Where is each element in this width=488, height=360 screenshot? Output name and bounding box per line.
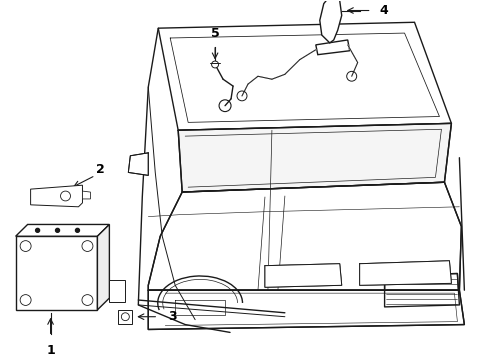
Text: 3: 3 [168,310,177,323]
Text: 4: 4 [379,4,387,17]
Polygon shape [315,40,349,55]
Circle shape [36,228,40,232]
Circle shape [56,228,60,232]
Polygon shape [178,123,450,192]
Bar [118,310,132,324]
Bar [109,280,125,302]
Polygon shape [148,182,461,290]
Polygon shape [128,153,148,175]
Polygon shape [97,224,109,310]
Text: 1: 1 [46,344,55,357]
Polygon shape [264,264,341,287]
Polygon shape [319,0,341,43]
Text: 5: 5 [210,27,219,40]
Circle shape [211,61,218,68]
Polygon shape [148,290,464,329]
Text: 2: 2 [96,163,104,176]
Polygon shape [384,274,458,307]
Polygon shape [82,191,90,199]
Polygon shape [158,22,450,130]
Bar [16,236,97,310]
Polygon shape [359,261,450,285]
Circle shape [75,228,80,232]
Polygon shape [31,185,82,207]
Polygon shape [16,224,109,236]
